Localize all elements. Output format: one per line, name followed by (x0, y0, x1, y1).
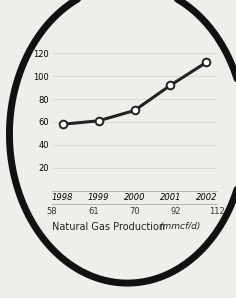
Text: 112: 112 (209, 207, 225, 216)
Text: Natural Gas Production: Natural Gas Production (52, 222, 168, 232)
Text: (mmcf/d): (mmcf/d) (159, 222, 201, 231)
Text: 70: 70 (129, 207, 140, 216)
Text: 58: 58 (46, 207, 57, 216)
Text: 92: 92 (171, 207, 181, 216)
Text: 61: 61 (88, 207, 99, 216)
